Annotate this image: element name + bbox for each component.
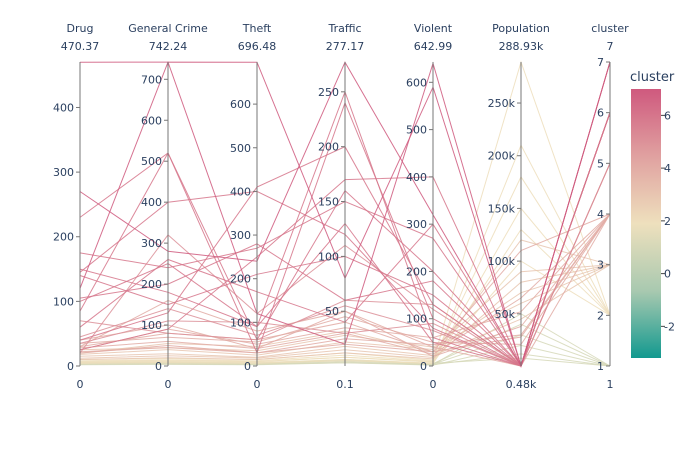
colorbar-gradient <box>631 89 661 358</box>
axis-range-min: 1 <box>607 378 614 391</box>
axis-range-min: 0 <box>77 378 84 391</box>
tick-label: 400 <box>230 185 251 198</box>
axis-range-min: 0 <box>430 378 437 391</box>
tick-label: 0 <box>244 360 251 373</box>
tick-label: 150k <box>488 202 516 215</box>
tick-label: 2 <box>597 309 604 322</box>
tick-label: 400 <box>141 196 162 209</box>
axis-drug: Drug 470.37 00 100 200 300 400 <box>53 22 99 391</box>
axis-title: Traffic <box>327 22 361 35</box>
tick-label: 50k <box>495 308 516 321</box>
axis-title: Theft <box>242 22 272 35</box>
tick-label: 300 <box>53 166 74 179</box>
tick-label: 500 <box>406 124 427 137</box>
tick-label: 400 <box>406 171 427 184</box>
axis-title: Violent <box>414 22 453 35</box>
colorbar-tick-label: -2 <box>664 320 675 333</box>
axis-range-min: 0 <box>254 378 261 391</box>
axis-theft: Theft 696.48 00 100 200 300 400 500 600 <box>230 22 276 391</box>
tick-label: 200 <box>53 231 74 244</box>
axis-range-min: 0.1 <box>336 378 354 391</box>
tick-label: 100k <box>488 255 516 268</box>
axis-title: General Crime <box>128 22 208 35</box>
tick-label: 150 <box>318 196 339 209</box>
tick-label: 300 <box>406 218 427 231</box>
tick-label: 300 <box>230 229 251 242</box>
tick-label: 200 <box>318 141 339 154</box>
tick-label: 200 <box>230 273 251 286</box>
tick-label: 100 <box>141 319 162 332</box>
tick-label: 100 <box>406 313 427 326</box>
tick-label: 200 <box>406 265 427 278</box>
colorbar-title: cluster <box>630 70 675 85</box>
axis-cluster: cluster 7 11 2 3 4 5 6 7 <box>591 22 629 391</box>
axis-violent: Violent 642.99 00 100 200 300 400 500 600 <box>406 22 453 391</box>
tick-label: 3 <box>597 259 604 272</box>
colorbar: cluster -2 0 2 4 6 <box>630 70 675 358</box>
colorbar-tick-label: 6 <box>664 109 671 122</box>
tick-label: 600 <box>141 114 162 127</box>
tick-label: 200k <box>488 150 516 163</box>
colorbar-tick-label: 2 <box>664 215 671 228</box>
axis-range-max: 288.93k <box>499 40 544 53</box>
tick-label: 0 <box>67 360 74 373</box>
tick-label: 4 <box>597 208 604 221</box>
tick-label: 500 <box>141 155 162 168</box>
tick-label: 600 <box>230 98 251 111</box>
tick-label: 100 <box>230 316 251 329</box>
axis-title: cluster <box>591 22 629 35</box>
axis-range-max: 742.24 <box>149 40 188 53</box>
tick-label: 50 <box>325 305 339 318</box>
colorbar-tick-label: 0 <box>664 268 671 281</box>
tick-label: 7 <box>597 56 604 69</box>
axis-title: Population <box>492 22 550 35</box>
axis-title: Drug <box>67 22 94 35</box>
tick-label: 0 <box>420 360 427 373</box>
tick-label: 6 <box>597 107 604 120</box>
tick-label: 300 <box>141 237 162 250</box>
axis-population: Population 288.93k 0.48k 50k 100k 150k 200k 250… <box>488 22 550 391</box>
tick-label: 100 <box>318 250 339 263</box>
axis-range-max: 277.17 <box>326 40 365 53</box>
tick-label: 5 <box>597 157 604 170</box>
axis-range-min: 0.48k <box>506 378 537 391</box>
tick-label: 100 <box>53 295 74 308</box>
tick-label: 200 <box>141 278 162 291</box>
tick-label: 250 <box>318 86 339 99</box>
axis-range-max: 696.48 <box>238 40 277 53</box>
tick-label: 700 <box>141 73 162 86</box>
colorbar-tick-label: 4 <box>664 162 671 175</box>
tick-label: 400 <box>53 101 74 114</box>
tick-label: 0 <box>155 360 162 373</box>
axis-range-min: 0 <box>165 378 172 391</box>
tick-label: 500 <box>230 142 251 155</box>
axis-range-max: 7 <box>607 40 614 53</box>
axis-general-crime: General Crime 742.24 00 100 200 300 400 500 600 7… <box>128 22 208 391</box>
axis-traffic: Traffic 277.17 0.1 50 100 150 200 250 <box>318 22 364 391</box>
axis-range-max: 642.99 <box>414 40 453 53</box>
tick-label: 1 <box>597 360 604 373</box>
axis-range-max: 470.37 <box>61 40 100 53</box>
tick-label: 600 <box>406 76 427 89</box>
tick-label: 250k <box>488 97 516 110</box>
